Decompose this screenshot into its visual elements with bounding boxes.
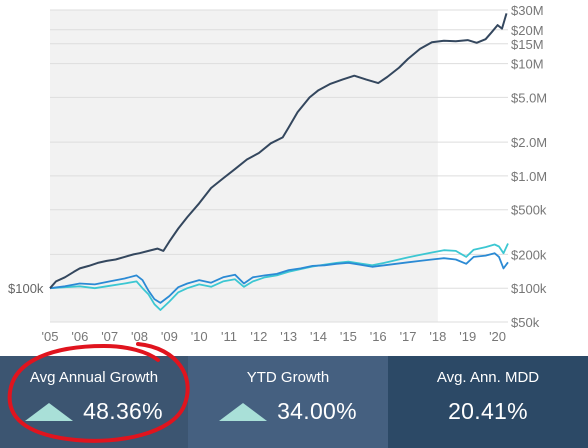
- stat-value: 34.00%: [277, 398, 357, 424]
- y-tick-label: $200k: [511, 247, 547, 262]
- stat-row: 48.36%: [25, 398, 163, 425]
- x-tick-label: '11: [221, 329, 237, 344]
- y-tick-label: $100k: [511, 281, 547, 296]
- stats-bar: Avg Annual Growth 48.36% YTD Growth 34.0…: [0, 356, 588, 448]
- series-line-2: [49, 243, 509, 311]
- chart-svg: $30M $20M$15M $10M $5.0M $2.0M $1.0M $500k $200…: [8, 3, 547, 344]
- y-tick-label: $500k: [511, 203, 547, 218]
- y-tick-label: $20M: [511, 23, 544, 38]
- x-tick-label: '19: [459, 329, 476, 344]
- x-tick-label: '07: [101, 329, 118, 344]
- stat-value: 48.36%: [83, 398, 163, 424]
- y-tick-label: $1.0M: [511, 169, 547, 184]
- up-arrow-icon: [25, 402, 74, 421]
- start-value-label: $100k: [8, 281, 44, 296]
- up-arrow-icon: [219, 402, 268, 421]
- growth-chart: $30M $20M $15M $10M $5.0M $2.0M $1.0M $500k $200…: [8, 3, 547, 344]
- x-tick-label: '15: [340, 329, 357, 344]
- y-tick-label: $15M: [511, 37, 544, 52]
- stat-avg-annual-growth: Avg Annual Growth 48.36%: [0, 356, 188, 448]
- plot-shade: [50, 10, 438, 322]
- y-tick-label: $30M: [511, 3, 544, 18]
- x-tick-label: '05: [42, 329, 59, 344]
- stat-row: 34.00%: [219, 398, 357, 425]
- x-tick-label: '18: [429, 329, 446, 344]
- x-tick-label: '09: [161, 329, 178, 344]
- y-tick-label: $2.0M: [511, 135, 547, 150]
- x-tick-label: '10: [191, 329, 208, 344]
- x-tick-label: '13: [280, 329, 297, 344]
- stat-row: 20.41%: [448, 398, 528, 425]
- y-tick-label: $10M: [511, 57, 544, 72]
- x-tick-label: '20: [489, 329, 506, 344]
- stat-label: Avg Annual Growth: [29, 369, 159, 386]
- series-line-1: [49, 252, 509, 304]
- x-tick-label: '06: [71, 329, 88, 344]
- x-tick-label: '12: [250, 329, 267, 344]
- x-tick-label: '08: [131, 329, 148, 344]
- stat-label: Avg. Ann. MDD: [436, 369, 540, 386]
- x-tick-label: '17: [400, 329, 417, 344]
- stat-ytd-growth: YTD Growth 34.00%: [188, 356, 388, 448]
- x-tick-label: '14: [310, 329, 327, 344]
- stat-label: YTD Growth: [246, 369, 330, 386]
- x-tick-label: '16: [370, 329, 387, 344]
- y-tick-label: $50k: [511, 315, 540, 330]
- y-tick-label: $5.0M: [511, 90, 547, 105]
- series-line-0: [49, 13, 508, 289]
- stat-avg-ann-mdd: Avg. Ann. MDD 20.41%: [388, 356, 588, 448]
- stat-value: 20.41%: [448, 398, 528, 424]
